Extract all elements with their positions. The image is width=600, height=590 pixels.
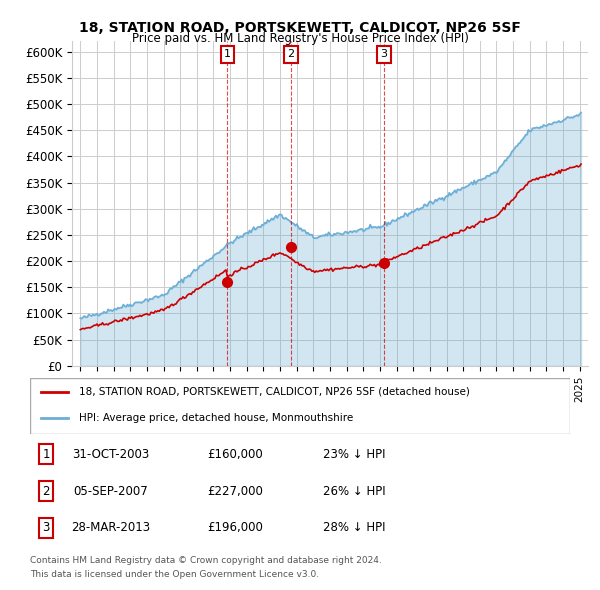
Text: 2: 2 (287, 50, 295, 60)
Text: 23% ↓ HPI: 23% ↓ HPI (323, 448, 385, 461)
Text: 31-OCT-2003: 31-OCT-2003 (73, 448, 149, 461)
Text: 26% ↓ HPI: 26% ↓ HPI (323, 484, 385, 498)
Text: 1: 1 (224, 50, 231, 60)
Text: 3: 3 (380, 50, 388, 60)
Text: 18, STATION ROAD, PORTSKEWETT, CALDICOT, NP26 5SF (detached house): 18, STATION ROAD, PORTSKEWETT, CALDICOT,… (79, 386, 469, 396)
Text: 05-SEP-2007: 05-SEP-2007 (74, 484, 148, 498)
Text: HPI: Average price, detached house, Monmouthshire: HPI: Average price, detached house, Monm… (79, 413, 353, 423)
Text: This data is licensed under the Open Government Licence v3.0.: This data is licensed under the Open Gov… (30, 570, 319, 579)
Text: 3: 3 (43, 522, 50, 535)
FancyBboxPatch shape (30, 378, 570, 434)
Text: £227,000: £227,000 (207, 484, 263, 498)
Text: £160,000: £160,000 (208, 448, 263, 461)
Text: Price paid vs. HM Land Registry's House Price Index (HPI): Price paid vs. HM Land Registry's House … (131, 32, 469, 45)
Text: 2: 2 (43, 484, 50, 498)
Text: 1: 1 (43, 448, 50, 461)
Text: 18, STATION ROAD, PORTSKEWETT, CALDICOT, NP26 5SF: 18, STATION ROAD, PORTSKEWETT, CALDICOT,… (79, 21, 521, 35)
Text: Contains HM Land Registry data © Crown copyright and database right 2024.: Contains HM Land Registry data © Crown c… (30, 556, 382, 565)
Text: 28-MAR-2013: 28-MAR-2013 (71, 522, 151, 535)
Text: 28% ↓ HPI: 28% ↓ HPI (323, 522, 385, 535)
Text: £196,000: £196,000 (207, 522, 263, 535)
